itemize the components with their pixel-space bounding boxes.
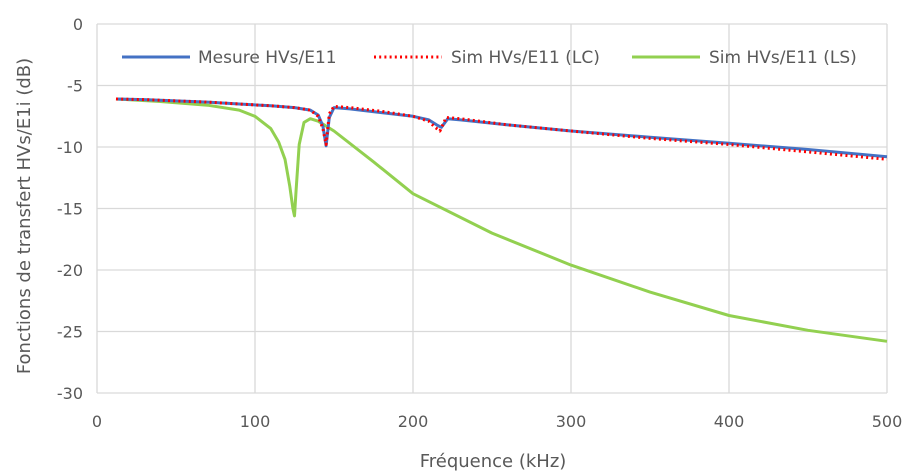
tick-labels: 0 -5 -10 -15 -20 -25 -30 0 100 200 300 400 500 (57, 15, 902, 431)
y-tick-label: -25 (57, 323, 83, 342)
series-line-sim-ls (115, 97, 888, 343)
x-tick-label: 100 (240, 412, 271, 431)
y-tick-label: -15 (57, 200, 83, 219)
x-tick-label: 0 (92, 412, 102, 431)
x-tick-label: 200 (398, 412, 429, 431)
legend-label-mesure: Mesure HVs/E11 (198, 48, 337, 68)
x-axis-title: Fréquence (kHz) (420, 451, 567, 472)
y-tick-label: -10 (57, 138, 83, 157)
y-tick-label: -30 (57, 384, 83, 403)
y-tick-label: -20 (57, 261, 83, 280)
x-tick-label: 400 (714, 412, 745, 431)
y-tick-label: -5 (67, 77, 83, 96)
y-axis-title: Fonctions de transfert HVs/E1i (dB) (14, 58, 35, 374)
legend-label-sim-lc: Sim HVs/E11 (LC) (451, 48, 600, 68)
y-tick-label: 0 (73, 15, 83, 34)
series-line-mesure (115, 97, 888, 159)
grid (96, 23, 888, 394)
series-group (115, 97, 888, 343)
legend-label-sim-ls: Sim HVs/E11 (LS) (709, 48, 857, 68)
legend: Mesure HVs/E11 Sim HVs/E11 (LC) Sim HVs/… (122, 48, 857, 68)
x-tick-label: 500 (872, 412, 903, 431)
x-tick-label: 300 (556, 412, 587, 431)
